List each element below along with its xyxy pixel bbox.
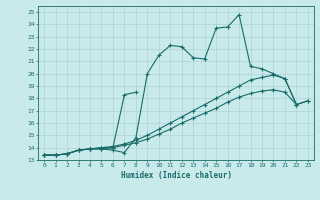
X-axis label: Humidex (Indice chaleur): Humidex (Indice chaleur) [121,171,231,180]
